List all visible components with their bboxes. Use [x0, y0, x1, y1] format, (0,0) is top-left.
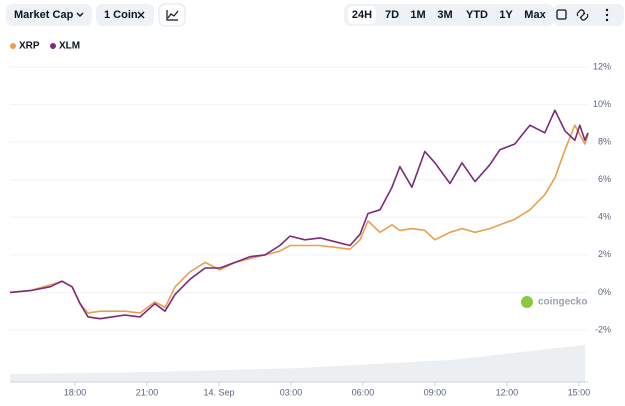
range-button[interactable]: 3M — [437, 9, 452, 21]
calendar-icon[interactable] — [556, 9, 567, 20]
range-button[interactable]: 1M — [410, 9, 425, 21]
x-tick-label: 09:00 — [424, 387, 447, 397]
legend-label: XLM — [59, 41, 80, 52]
y-tick-label: 12% — [593, 61, 611, 71]
link-icon[interactable] — [576, 9, 589, 21]
x-tick-label: 15:00 — [568, 387, 591, 397]
ranges: 24H 7D 1M 3M YTD 1Y Max — [348, 6, 547, 24]
y-tick-label: -2% — [595, 324, 611, 334]
y-tick-label: 0% — [598, 287, 611, 297]
close-icon[interactable] — [137, 11, 145, 19]
x-tick-label: 18:00 — [64, 387, 87, 397]
x-tick-label: 14. Sep — [203, 387, 234, 397]
y-tick-label: 6% — [598, 174, 611, 184]
range-group — [344, 4, 554, 26]
range-button[interactable]: 7D — [385, 9, 399, 21]
x-tick-label: 12:00 — [496, 387, 519, 397]
more-icon[interactable] — [605, 8, 609, 22]
line-series — [9, 124, 589, 314]
line-series — [9, 109, 589, 320]
range-button[interactable]: YTD — [466, 9, 488, 21]
x-tick-label: 06:00 — [352, 387, 375, 397]
coin-button[interactable] — [96, 4, 154, 26]
x-tick-label: 21:00 — [136, 387, 159, 397]
range-button[interactable]: 1Y — [499, 9, 513, 21]
y-tick-label: 2% — [598, 249, 611, 259]
metric-button[interactable] — [6, 4, 92, 26]
chart-icon — [166, 10, 179, 21]
y-tick-label: 8% — [598, 137, 611, 147]
range-button[interactable]: Max — [524, 9, 546, 21]
y-tick-label: 10% — [593, 99, 611, 109]
x-tick-label: 03:00 — [280, 387, 303, 397]
range-button[interactable]: 24H — [352, 9, 372, 21]
metric-label: Market Cap — [14, 9, 74, 21]
chevron — [76, 12, 84, 17]
y-tick-label: 4% — [598, 212, 611, 222]
range-selected[interactable] — [348, 6, 376, 24]
volume-area — [10, 345, 585, 382]
legend-marker — [50, 43, 56, 49]
coin-label: 1 Coin — [104, 9, 138, 21]
tools-group — [554, 4, 624, 26]
legend-label: XRP — [19, 41, 40, 52]
watermark-logo — [521, 296, 533, 308]
watermark: coingecko — [538, 297, 587, 308]
legend-marker — [10, 43, 16, 49]
